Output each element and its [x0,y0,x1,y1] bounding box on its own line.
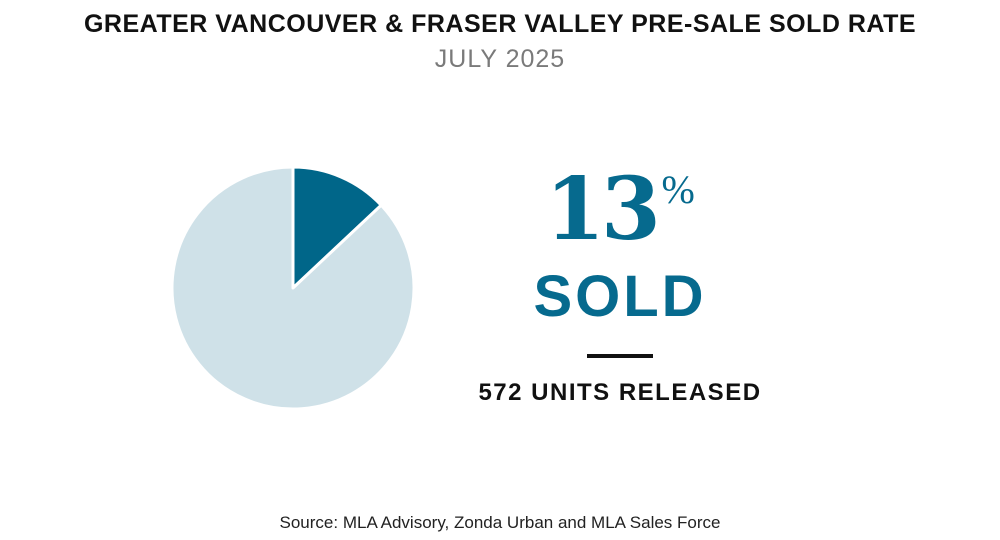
units-released-label: UNITS RELEASED [531,379,762,406]
percent-sign: % [661,167,695,212]
pie-slice-unsold [170,165,416,411]
source-note: Source: MLA Advisory, Zonda Urban and ML… [279,513,721,532]
units-released: 572 UNITS RELEASED [430,378,810,408]
chart-title: GREATER VANCOUVER & FRASER VALLEY PRE-SA… [83,10,917,38]
chart-subtitle: JULY 2025 [434,45,566,73]
stat-block: 13% SOLD 572 UNITS RELEASED [430,160,810,408]
sold-percentage-value: 13 [545,159,661,260]
divider [587,354,653,358]
sold-label: SOLD [533,264,707,329]
pie-slice-sold [291,165,383,290]
units-released-number: 572 [478,379,523,406]
sold-percentage: 13% [545,160,695,260]
pie-chart [170,165,416,411]
